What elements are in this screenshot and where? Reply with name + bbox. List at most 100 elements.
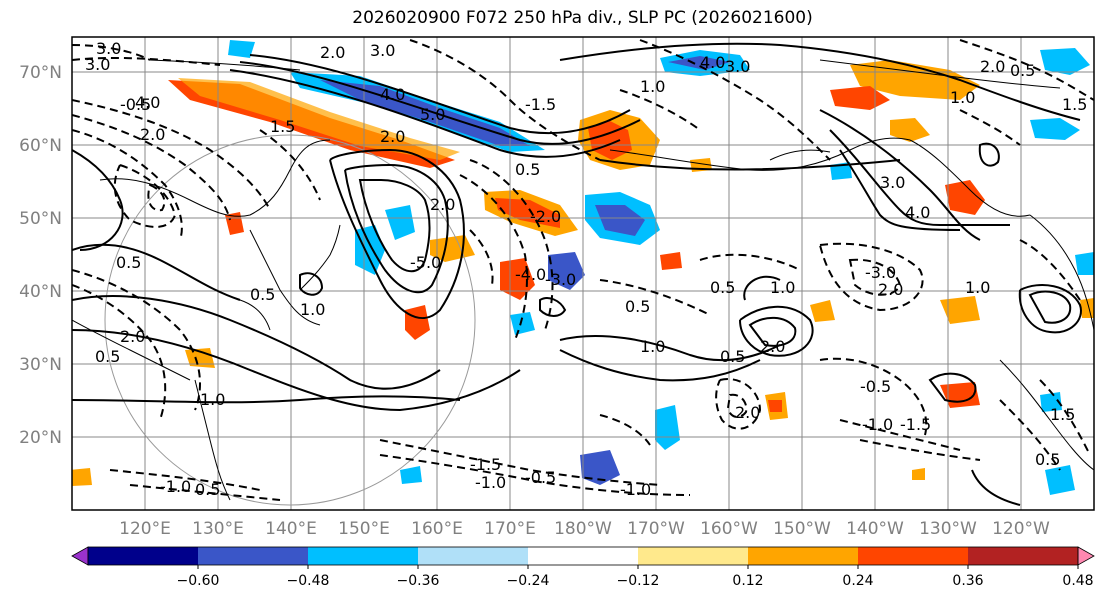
contour-label: 1.5 bbox=[1062, 95, 1087, 114]
coastlines bbox=[72, 59, 1094, 501]
contour-label: 4.0 bbox=[380, 85, 405, 104]
contour-label: 3.0 bbox=[96, 39, 121, 58]
contour-label: 0.5 bbox=[1010, 61, 1035, 80]
contour-label: 5.0 bbox=[420, 105, 445, 124]
contour-label: 2.0 bbox=[320, 43, 345, 62]
colorbar-box bbox=[198, 547, 309, 565]
colorbar-tick-label: −0.12 bbox=[617, 573, 660, 589]
contour-label: -2.0 bbox=[530, 207, 561, 226]
lat-label: 20°N bbox=[19, 428, 62, 448]
colorbar-box bbox=[418, 547, 529, 565]
contour-labels: 3.0 3.0 3.0 2.0 4.0 3.0 1.0 2.0 0.5 4.0 … bbox=[85, 39, 1087, 499]
lat-label: 50°N bbox=[19, 209, 62, 229]
lon-label: 160°E bbox=[411, 519, 463, 539]
contour-label: 1.5 bbox=[1050, 405, 1075, 424]
colorbar-tick-label: 0.36 bbox=[952, 573, 983, 589]
contour-label: 1.0 bbox=[965, 278, 990, 297]
lon-label: 120°W bbox=[992, 519, 1050, 539]
colorbar-arrow-low bbox=[71, 546, 89, 566]
contour-label: 1.0 bbox=[640, 77, 665, 96]
colorbar: −0.60 −0.48 −0.36 −0.24 −0.12 0.12 0.24 0.36 0.4… bbox=[71, 546, 1095, 589]
positive-contours bbox=[72, 42, 1082, 506]
contour-label: 0.5 bbox=[250, 285, 275, 304]
contour-label: -1.0 bbox=[160, 477, 191, 496]
contour-label: -1.5 bbox=[900, 415, 931, 434]
contour-label: 0.5 bbox=[1035, 450, 1060, 469]
lon-label: 130°E bbox=[192, 519, 244, 539]
contour-label: -1.0 bbox=[620, 480, 651, 499]
colorbar-box bbox=[88, 547, 199, 565]
colorbar-tick-label: −0.48 bbox=[287, 573, 330, 589]
lon-label: 150°E bbox=[338, 519, 390, 539]
contour-label: 3.0 bbox=[880, 173, 905, 192]
contour-label: 4.0 bbox=[135, 93, 160, 112]
lat-label: 70°N bbox=[19, 63, 62, 83]
contour-label: 2.0 bbox=[140, 125, 165, 144]
colorbar-tick-label: −0.36 bbox=[397, 573, 440, 589]
contour-label: 2.0 bbox=[760, 337, 785, 356]
colorbar-box bbox=[308, 547, 419, 565]
lon-label: 180°W bbox=[554, 519, 612, 539]
contour-label: 2.0 bbox=[980, 57, 1005, 76]
lat-axis: 70°N 60°N 50°N 40°N 30°N 20°N bbox=[19, 63, 62, 448]
lon-label: 160°W bbox=[700, 519, 758, 539]
lon-label: 120°E bbox=[119, 519, 171, 539]
graticule bbox=[72, 37, 1094, 510]
colorbar-box bbox=[528, 547, 639, 565]
lat-label: 60°N bbox=[19, 136, 62, 156]
colorbar-box bbox=[638, 547, 749, 565]
contour-label: 2.0 bbox=[380, 127, 405, 146]
colorbar-outline bbox=[87, 546, 1079, 566]
contour-label: 3.0 bbox=[725, 57, 750, 76]
contour-label: 0.5 bbox=[625, 297, 650, 316]
contour-label: 2.0 bbox=[120, 327, 145, 346]
contour-label: 2.0 bbox=[878, 280, 903, 299]
contour-label: -0.5 bbox=[860, 377, 891, 396]
contour-label: -1.5 bbox=[525, 95, 556, 114]
colorbar-box bbox=[858, 547, 969, 565]
contour-label: -3.0 bbox=[865, 263, 896, 282]
contour-label: 0.5 bbox=[116, 253, 141, 272]
contour-label: 3.0 bbox=[85, 55, 110, 74]
colorbar-tick-label: 0.48 bbox=[1062, 573, 1093, 589]
colorbar-tick-label: −0.24 bbox=[507, 573, 550, 589]
contour-label: 1.0 bbox=[950, 88, 975, 107]
contour-label: 4.0 bbox=[905, 203, 930, 222]
colorbar-arrow-high bbox=[1077, 546, 1095, 566]
plot-frame bbox=[71, 36, 1095, 511]
contour-label: -0.5 bbox=[525, 468, 556, 487]
contour-label: 0.5 bbox=[95, 347, 120, 366]
lat-label: 30°N bbox=[19, 355, 62, 375]
lon-label: 130°W bbox=[919, 519, 977, 539]
colorbar-tick-label: 0.12 bbox=[732, 573, 763, 589]
map-title: 2026020900 F072 250 hPa div., SLP PC (20… bbox=[352, 8, 813, 28]
contour-label: 0.5 bbox=[515, 160, 540, 179]
contour-label: 2.0 bbox=[430, 195, 455, 214]
negative-contours bbox=[72, 39, 1094, 501]
lon-label: 150°W bbox=[773, 519, 831, 539]
contour-label: -3.0 bbox=[545, 270, 576, 289]
contour-label: 0.5 bbox=[720, 347, 745, 366]
contour-label: -5.0 bbox=[410, 253, 441, 272]
contour-label: 0.5 bbox=[710, 278, 735, 297]
contour-label: 1.0 bbox=[300, 300, 325, 319]
colorbar-box bbox=[968, 547, 1079, 565]
contour-label: -1.0 bbox=[475, 473, 506, 492]
colorbar-box bbox=[748, 547, 859, 565]
contour-label: -0.5 bbox=[120, 95, 151, 114]
contour-label: 2.0 bbox=[735, 403, 760, 422]
lat-label: 40°N bbox=[19, 282, 62, 302]
lon-label: 170°E bbox=[484, 519, 536, 539]
contour-label: 1.0 bbox=[640, 337, 665, 356]
contour-label: 1.5 bbox=[270, 117, 295, 136]
contour-label: -1.0 bbox=[862, 415, 893, 434]
lon-label: 140°E bbox=[265, 519, 317, 539]
lon-axis: 120°E 130°E 140°E 150°E 160°E 170°E 180°… bbox=[119, 519, 1050, 539]
colorbar-tick-label: −0.60 bbox=[177, 573, 220, 589]
contour-label: 3.0 bbox=[370, 41, 395, 60]
colorbar-tick-label: 0.24 bbox=[842, 573, 873, 589]
contour-label: 1.0 bbox=[200, 390, 225, 409]
contour-label: -4.0 bbox=[515, 265, 546, 284]
contour-label: 0.5 bbox=[195, 480, 220, 499]
